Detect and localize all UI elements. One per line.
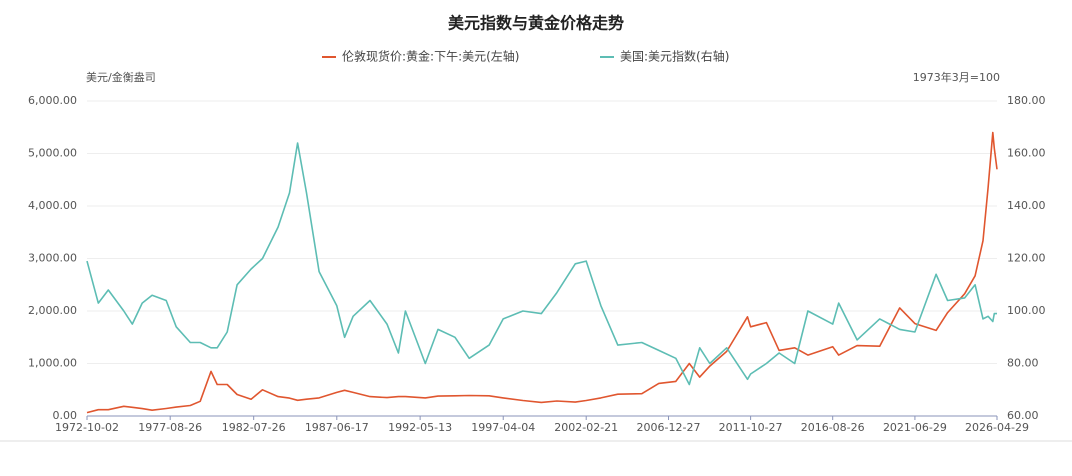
y2-tick-label: 100.00 xyxy=(1007,304,1046,317)
x-tick-label: 2016-08-26 xyxy=(801,421,865,434)
x-tick-label: 1982-07-26 xyxy=(222,421,286,434)
y-tick-label: 2,000.00 xyxy=(28,304,77,317)
y-tick-label: 5,000.00 xyxy=(28,147,77,160)
y2-tick-label: 60.00 xyxy=(1007,409,1039,422)
x-tick-label: 1987-06-17 xyxy=(305,421,369,434)
x-tick-label: 1972-10-02 xyxy=(55,421,119,434)
y2-tick-label: 120.00 xyxy=(1007,252,1046,265)
y-axis-label: 美元/金衡盎司 xyxy=(86,70,156,84)
chart-title: 美元指数与黄金价格走势 xyxy=(448,14,624,33)
series-line xyxy=(86,131,998,414)
x-tick-label: 1997-04-04 xyxy=(471,421,535,434)
y-tick-label: 3,000.00 xyxy=(28,252,77,265)
legend-label: 伦敦现货价:黄金:下午:美元(左轴) xyxy=(342,49,520,64)
y-tick-label: 4,000.00 xyxy=(28,199,77,212)
x-tick-label: 1992-05-13 xyxy=(388,421,452,434)
y2-axis-label: 1973年3月=100 xyxy=(913,70,1000,84)
x-tick-label: 1977-08-26 xyxy=(138,421,202,434)
y2-tick-label: 160.00 xyxy=(1007,147,1046,160)
y-tick-label: 1,000.00 xyxy=(28,357,77,370)
x-tick-label: 2011-10-27 xyxy=(719,421,783,434)
x-tick-label: 2021-06-29 xyxy=(883,421,947,434)
x-tick-label: 2026-04-29 xyxy=(965,421,1029,434)
y-tick-label: 0.00 xyxy=(53,409,78,422)
y2-tick-label: 180.00 xyxy=(1007,94,1046,107)
legend-label: 美国:美元指数(右轴) xyxy=(620,49,729,64)
y2-tick-label: 140.00 xyxy=(1007,199,1046,212)
x-tick-label: 2002-02-21 xyxy=(554,421,618,434)
x-tick-label: 2006-12-27 xyxy=(637,421,701,434)
y-tick-label: 6,000.00 xyxy=(28,94,77,107)
y2-tick-label: 80.00 xyxy=(1007,357,1039,370)
series-line xyxy=(86,142,997,386)
